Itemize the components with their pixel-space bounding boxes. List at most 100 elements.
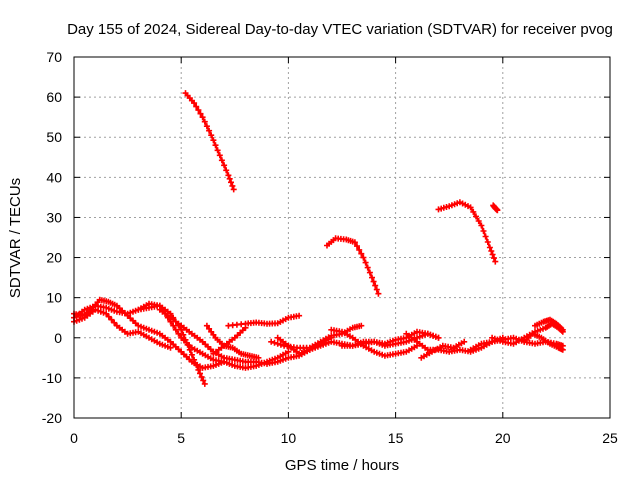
y-tick-label: 40 — [46, 169, 62, 185]
series-track-3 — [435, 199, 499, 265]
x-tick-label: 25 — [602, 430, 618, 446]
data-point — [491, 255, 497, 262]
y-tick-label: 70 — [46, 49, 62, 65]
data-point — [216, 152, 223, 159]
data-point — [228, 179, 234, 186]
data-point — [356, 246, 363, 253]
data-point — [201, 380, 208, 387]
data-point — [191, 100, 198, 107]
y-tick-label: 60 — [46, 89, 62, 105]
data-point — [559, 326, 566, 333]
data-point — [206, 127, 213, 134]
series-track-21 — [521, 330, 566, 353]
data-point — [268, 338, 275, 345]
data-point — [172, 326, 179, 333]
data-point — [212, 142, 219, 149]
series-track-16 — [339, 330, 442, 349]
data-point — [255, 354, 262, 361]
data-point — [373, 286, 380, 293]
data-point — [296, 312, 303, 319]
data-point — [198, 373, 205, 380]
x-tick-label: 15 — [388, 430, 404, 446]
x-tick-label: 10 — [281, 430, 297, 446]
data-point — [486, 244, 493, 251]
data-point — [223, 167, 230, 174]
y-tick-label: 10 — [46, 290, 62, 306]
y-tick-labels: -20 -10 0 10 20 30 40 50 60 70 — [42, 49, 62, 426]
data-point — [354, 243, 360, 250]
plot-frame — [73, 56, 611, 419]
data-point — [351, 239, 358, 246]
data-point — [225, 172, 232, 179]
data-point — [473, 213, 479, 220]
data-point — [226, 175, 233, 182]
data-point — [210, 137, 217, 144]
series-track-4 — [490, 202, 501, 214]
data-point — [199, 114, 206, 121]
series-layer — [71, 90, 566, 387]
data-point — [370, 278, 377, 285]
chart-title: Day 155 of 2024, Sidereal Day-to-day VTE… — [67, 21, 613, 38]
data-point — [175, 330, 182, 337]
data-point — [200, 377, 207, 384]
data-point — [214, 147, 221, 154]
series-track-11 — [210, 324, 249, 357]
x-tick-label: 0 — [70, 430, 78, 446]
x-tick-label: 5 — [177, 430, 185, 446]
data-point — [488, 248, 495, 254]
series-track-7 — [71, 306, 174, 351]
data-point — [221, 162, 228, 169]
data-point — [366, 269, 373, 276]
data-point — [435, 334, 442, 341]
data-point — [167, 344, 174, 351]
y-tick-label: -20 — [42, 410, 62, 426]
data-point — [201, 118, 208, 125]
data-point — [375, 290, 382, 297]
data-point — [467, 204, 474, 211]
y-tick-label: -10 — [42, 370, 62, 386]
data-point — [470, 208, 477, 215]
data-point — [480, 228, 487, 234]
data-point — [274, 340, 281, 347]
x-tick-labels: 0 5 10 15 20 25 — [70, 430, 618, 446]
data-point — [230, 186, 237, 193]
data-point — [475, 218, 482, 224]
data-point — [494, 207, 501, 214]
data-point — [362, 259, 369, 266]
x-tick-label: 20 — [495, 430, 511, 446]
data-point — [489, 251, 496, 258]
data-point — [358, 250, 365, 257]
data-point — [372, 282, 379, 289]
grid-layer — [73, 56, 611, 419]
data-point — [193, 103, 200, 110]
x-axis-label: GPS time / hours — [285, 457, 399, 474]
y-tick-label: 50 — [46, 129, 62, 145]
data-point — [195, 366, 202, 373]
series-line — [438, 201, 497, 262]
data-point — [218, 157, 225, 164]
data-point — [478, 222, 485, 229]
series-track-2 — [324, 235, 382, 297]
data-point — [197, 110, 204, 117]
data-point — [208, 132, 215, 139]
data-point — [203, 322, 210, 329]
series-track-22 — [532, 316, 566, 333]
data-point — [229, 182, 236, 189]
y-tick-label: 20 — [46, 250, 62, 266]
data-point — [364, 264, 371, 271]
series-track-18 — [418, 338, 468, 361]
series-track-12 — [225, 312, 303, 329]
data-point — [197, 370, 203, 377]
data-point — [358, 322, 365, 329]
data-point — [271, 339, 278, 346]
data-point — [188, 351, 195, 358]
series-line — [326, 237, 380, 295]
data-point — [369, 274, 375, 281]
data-point — [170, 322, 177, 329]
data-point — [461, 338, 468, 345]
series-track-1 — [182, 90, 237, 193]
y-tick-label: 0 — [54, 330, 62, 346]
data-point — [195, 107, 202, 114]
y-tick-label: 30 — [46, 209, 62, 225]
